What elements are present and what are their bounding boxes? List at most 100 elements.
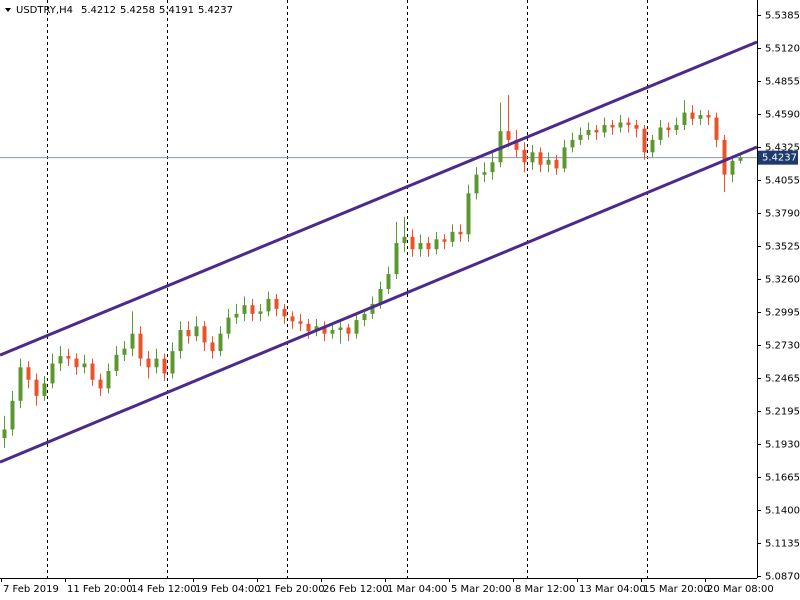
candle-body [178,330,183,352]
candle-body [554,159,559,169]
candle-body [586,129,591,135]
candle-body [722,139,727,175]
y-tick-label: 5.3260 [765,275,800,286]
y-tick-label: 5.4590 [765,110,800,121]
candle-body [714,117,719,140]
candle-body [674,124,679,130]
y-tick-label: 5.5385 [765,11,800,22]
candle-body [290,316,295,322]
x-tick-label: 13 Mar 04:00 [579,584,646,595]
candle-body [42,383,47,396]
candle-body [354,320,359,334]
candle-body [370,303,375,314]
candle-body [298,321,303,324]
candle-body [346,327,351,334]
candle-body [26,367,31,380]
candle-body [490,162,495,173]
candle-body [266,298,271,312]
candle-body [450,231,455,242]
channel-line [0,40,758,357]
candle-body [434,239,439,250]
y-tick-label: 5.3525 [765,242,800,253]
x-tick-label: 7 Feb 2019 [3,584,59,595]
y-tick-label: 5.2995 [765,308,800,319]
candle-body [618,122,623,128]
current-price-box [758,150,798,165]
candle-body [634,124,639,129]
candle-body [650,139,655,153]
y-tick-label: 5.4325 [765,143,800,154]
y-tick-label: 5.2465 [765,374,800,385]
x-tick-label: 14 Feb 12:00 [131,584,197,595]
candle-body [698,115,703,119]
candle-body [594,129,599,133]
header-value: 5.4237 [198,5,233,16]
y-tick-label: 5.1930 [765,440,800,451]
x-tick-label: 26 Feb 12:00 [323,584,389,595]
candle-body [474,174,479,194]
y-tick-label: 5.3790 [765,209,800,220]
y-tick-label: 5.1400 [765,506,800,517]
candle-body [466,193,471,235]
candle-body [10,400,15,430]
y-tick-label: 5.1135 [765,539,800,550]
candle-body [666,127,671,130]
x-tick-label: 20 Mar 08:00 [707,584,774,595]
candle-body [602,124,607,133]
candle-body [690,112,695,119]
x-tick-label: 19 Feb 04:00 [195,584,261,595]
candle-body [306,323,311,332]
candle-body [322,326,327,334]
candle-body [138,333,143,359]
candle-body [170,351,175,374]
candle-body [530,152,535,163]
candle-body [114,354,119,372]
candle-body [202,326,207,343]
candle-body [362,313,367,321]
candle-body [394,243,399,275]
candle-body [386,274,391,289]
candle-body [250,305,255,314]
candle-body [154,358,159,368]
candle-body [106,371,111,389]
candle-body [378,289,383,304]
candle-body [570,139,575,148]
candle-body [282,308,287,317]
x-tick-label: 15 Mar 20:00 [643,584,710,595]
candle-body [682,112,687,125]
candle-body [162,358,167,374]
candle-body [578,134,583,140]
candle-body [66,356,71,359]
candle-body [410,236,415,250]
candle-body [738,157,743,161]
candle-body [506,131,511,140]
candle-body [122,348,127,355]
y-tick-label: 5.2730 [765,341,800,352]
candle-body [562,147,567,169]
candle-body [610,124,615,128]
candle-body [234,313,239,318]
y-tick-label: 5.5120 [765,44,800,55]
candle-body [34,379,39,396]
header-value: 5.4258 [120,5,155,16]
candle-body [514,139,519,150]
candle-body [98,379,103,389]
candle-body [2,429,7,439]
y-tick-label: 5.1665 [765,473,800,484]
candle-body [226,317,231,334]
y-tick-label: 5.2195 [765,407,800,418]
candle-body [658,127,663,140]
candle-body [730,160,735,175]
candle-body [194,326,199,337]
candle-body [442,239,447,242]
x-tick-label: 21 Feb 20:00 [259,584,325,595]
candle-body [130,333,135,349]
menu-triangle[interactable] [5,8,11,12]
current-price-label: 5.4237 [762,153,797,164]
header-value: 5.4212 [81,5,116,16]
candle-body [338,327,343,331]
candle-body [458,231,463,235]
